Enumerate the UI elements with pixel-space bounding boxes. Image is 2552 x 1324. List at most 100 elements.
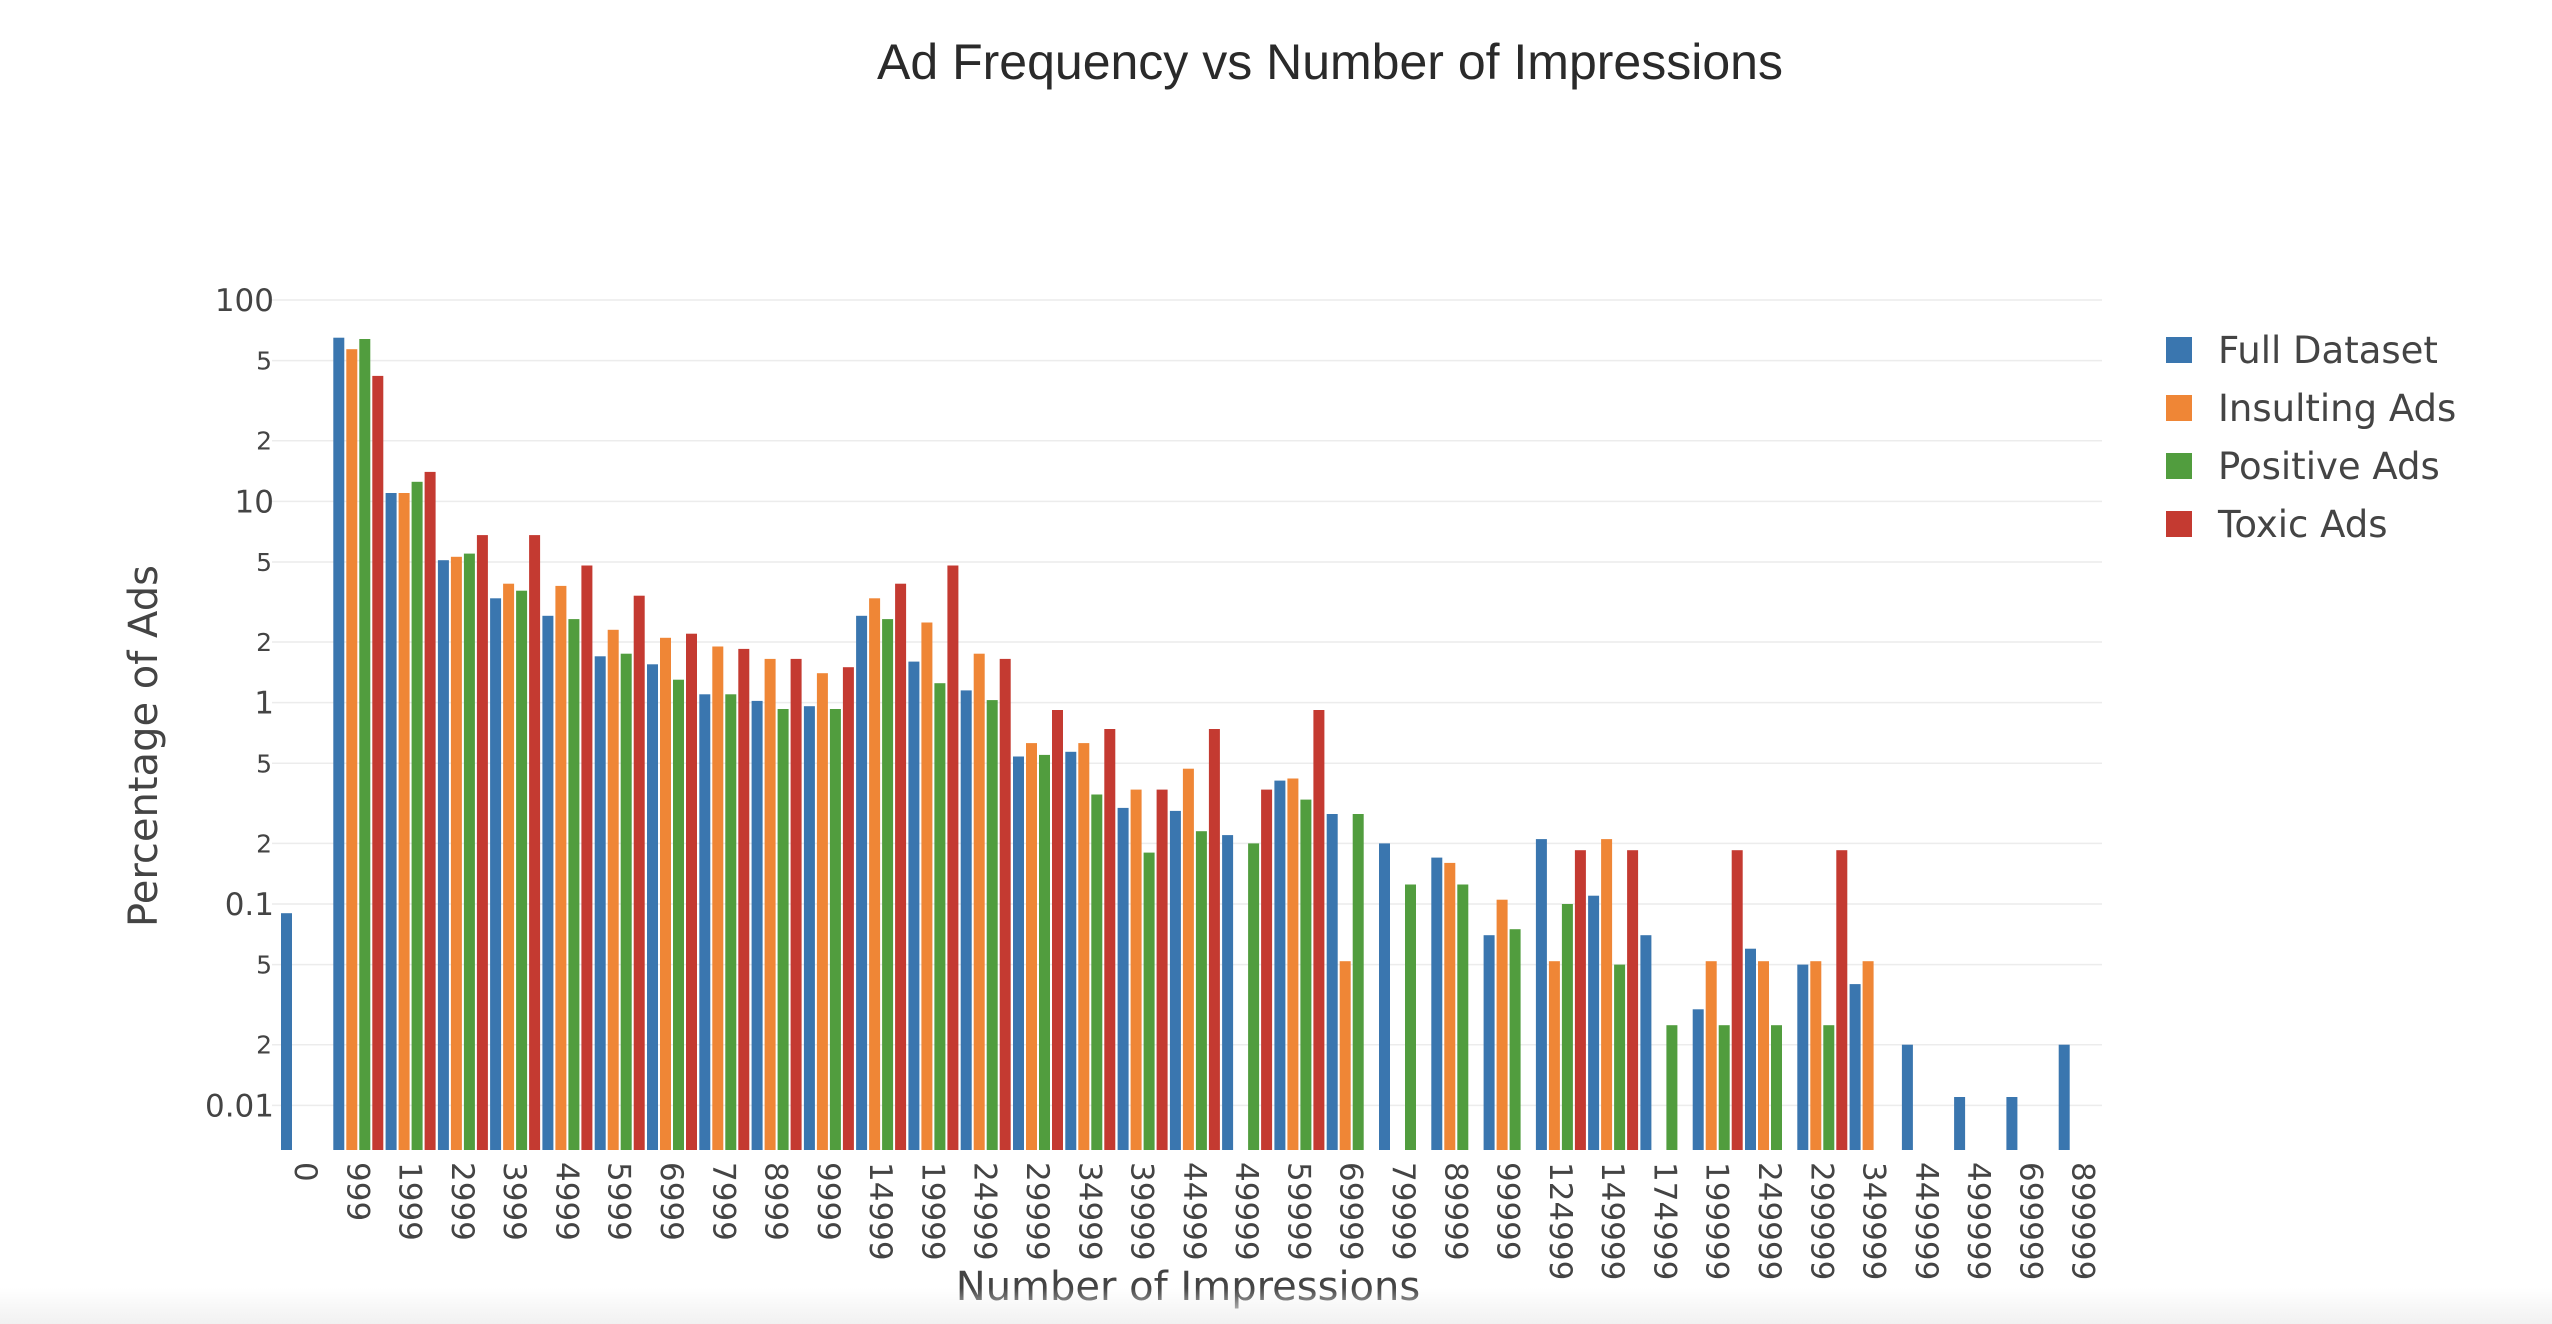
bar-positive-ads [1039,754,1050,1150]
bar-toxic-ads [947,565,959,1150]
y-tick-label: 0.01 [205,1088,274,1124]
bar-full-dataset [1222,835,1234,1150]
bar-positive-ads [1457,884,1469,1150]
bar-full-dataset [1797,964,1809,1150]
x-tick-label: 89999 [1437,1162,1473,1261]
y-tick-label: 2 [256,1031,272,1060]
x-tick-label: 199999 [1699,1162,1735,1280]
y-tick-label: 1 [254,686,274,722]
x-tick-label: 1999 [392,1162,428,1241]
bar-positive-ads [1405,884,1416,1150]
bar-insulting-ads [1601,839,1613,1150]
bar-full-dataset [1169,810,1181,1150]
x-tick-label: 6999 [653,1162,689,1241]
y-tick-label: 2 [256,628,272,657]
bar-positive-ads [1771,1025,1782,1150]
bar-insulting-ads [1026,743,1037,1150]
bar-positive-ads [516,590,528,1150]
y-tick-label: 100 [215,283,274,319]
chart-title: Ad Frequency vs Number of Impressions [877,34,1783,90]
bar-full-dataset [542,615,554,1150]
y-tick-label: 2 [256,427,272,456]
bar-full-dataset [1849,984,1861,1150]
y-tick-label: 5 [256,951,272,980]
bar-full-dataset [1431,857,1443,1150]
bar-full-dataset [1640,935,1652,1150]
bar-positive-ads [1823,1025,1835,1150]
bar-insulting-ads [1810,961,1822,1150]
x-tick-label: 39999 [1124,1162,1160,1261]
bar-full-dataset [1588,895,1600,1150]
y-tick-label: 5 [256,347,272,376]
bar-full-dataset [1326,814,1338,1150]
x-tick-label: 7999 [705,1162,741,1241]
bar-toxic-ads [1574,850,1586,1150]
x-tick-label: 79999 [1385,1162,1421,1261]
x-tick-label: 124999 [1542,1162,1578,1280]
x-tick-label: 449999 [1908,1162,1944,1280]
bar-full-dataset [1483,935,1495,1150]
legend-label: Insulting Ads [2218,387,2456,430]
x-tick-label: 99999 [1490,1162,1526,1261]
bar-positive-ads [1248,843,1260,1150]
bar-positive-ads [673,679,684,1150]
bar-positive-ads [829,709,841,1150]
bar-positive-ads [1614,964,1626,1150]
bar-toxic-ads [424,471,436,1150]
bar-insulting-ads [764,658,776,1150]
x-tick-label: 4999 [548,1162,584,1241]
bar-positive-ads [359,339,371,1150]
bar-positive-ads [1195,831,1207,1150]
x-tick-label: 249999 [1751,1162,1787,1280]
bar-positive-ads [986,700,998,1150]
legend-swatch [2166,395,2192,421]
bar-insulting-ads [1078,743,1090,1150]
x-tick-label: 899999 [2065,1162,2101,1280]
bottom-shadow [0,1288,2552,1324]
bar-positive-ads [620,653,632,1150]
x-tick-label: 299999 [1803,1162,1839,1280]
bar-full-dataset [1379,843,1390,1150]
legend-swatch [2166,511,2192,537]
legend-swatch [2166,453,2192,479]
bar-positive-ads [882,619,894,1150]
bar-full-dataset [1954,1097,1966,1150]
x-tick-label: 14999 [862,1162,898,1261]
bar-toxic-ads [372,375,384,1150]
x-tick-label: 8999 [758,1162,794,1241]
bar-full-dataset [333,337,345,1150]
bar-toxic-ads [790,658,802,1150]
bar-positive-ads [1352,814,1364,1150]
x-axis-ticks: 0 999 1999 2999 3999 4999 5999 6999 7999 8999 9999… [287,1162,2101,1280]
bar-toxic-ads [1836,850,1848,1150]
bar-insulting-ads [398,493,410,1150]
bar-insulting-ads [607,629,619,1150]
bar-insulting-ads [816,673,828,1150]
bar-toxic-ads [1052,710,1063,1150]
x-tick-label: 0 [287,1162,323,1182]
bar-toxic-ads [842,667,854,1150]
x-tick-label: 349999 [1856,1162,1892,1280]
bar-toxic-ads [1261,789,1273,1150]
bar-positive-ads [1509,929,1521,1150]
bar-insulting-ads [1130,789,1142,1150]
x-tick-label: 44999 [1176,1162,1212,1261]
bar-insulting-ads [1862,961,1874,1150]
x-tick-label: 9999 [810,1162,846,1241]
bar-positive-ads [777,709,789,1150]
bar-toxic-ads [529,535,541,1150]
bar-insulting-ads [1758,961,1769,1150]
bar-toxic-ads [999,658,1011,1150]
legend: Full Dataset Insulting Ads Positive Ads Tox… [2166,329,2456,546]
bar-full-dataset [647,664,658,1150]
bar-insulting-ads [869,598,881,1150]
bar-full-dataset [1745,948,1756,1150]
bar-toxic-ads [1627,850,1639,1150]
bar-positive-ads [1666,1025,1678,1150]
legend-label: Full Dataset [2218,329,2438,372]
bar-toxic-ads [686,633,697,1150]
bar-toxic-ads [738,648,750,1150]
bar-toxic-ads [633,595,645,1150]
bar-full-dataset [385,493,397,1150]
